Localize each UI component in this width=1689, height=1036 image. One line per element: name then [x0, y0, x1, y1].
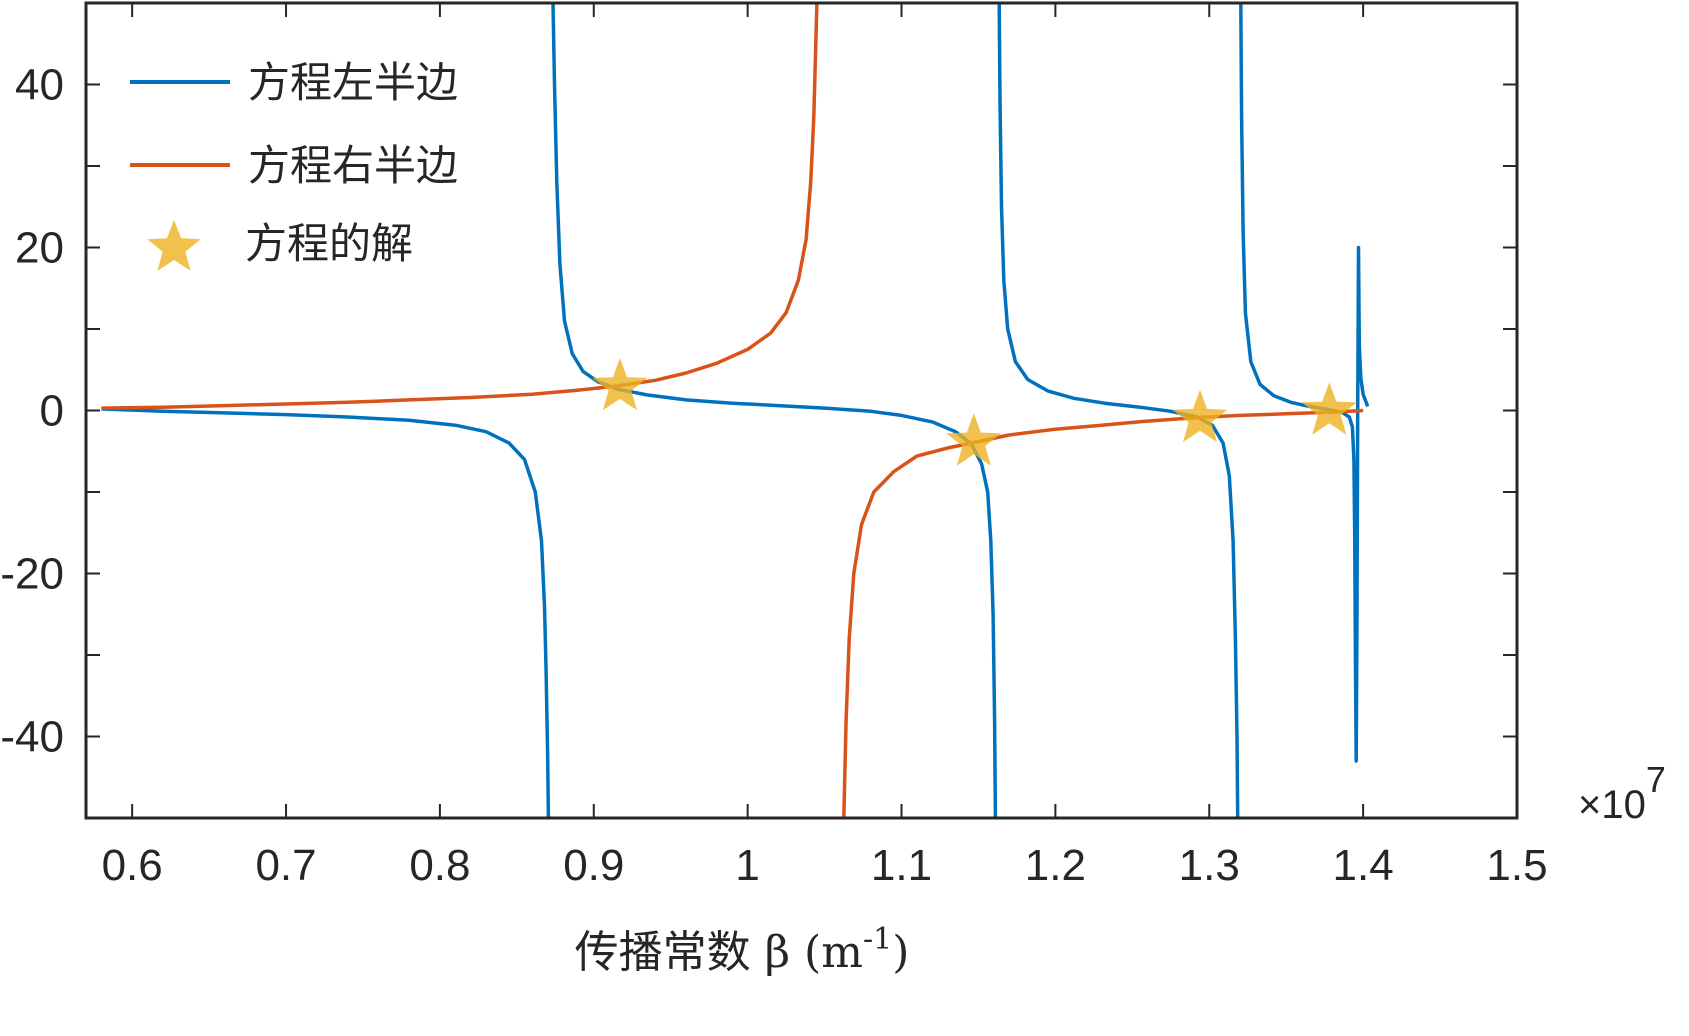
series-1-segment-0: [101, 3, 819, 410]
axis-tick-labels: 0.6 0.7 0.8 0.9 1 1.1 1.2 1.3 1.4 1.5 -40 -20 0 20 40: [0, 61, 1547, 891]
x-tick-label: 0.6: [102, 841, 163, 890]
series-0-segment-0: [101, 407, 551, 818]
x-tick-label: 0.9: [563, 841, 624, 890]
y-tick-label: -40: [0, 713, 64, 762]
x-tick-label: 1.2: [1025, 841, 1086, 890]
x-axis-title: 传播常数 β (m-1): [575, 922, 910, 978]
y-tick-label: -20: [0, 550, 64, 599]
x-tick-label: 1.5: [1486, 841, 1547, 890]
plot-area: [101, 3, 1370, 818]
solution-star-1: [946, 413, 1002, 466]
series-1-segment-1: [842, 408, 1364, 818]
x-exponent-label: ×107: [1578, 759, 1666, 827]
legend-label-left: 方程左半边: [248, 58, 458, 107]
series-0-segment-2: [997, 3, 1240, 818]
series-0-segment-1: [551, 3, 998, 818]
x-tick-label: 0.8: [409, 841, 470, 890]
x-tick-label: 1.4: [1333, 841, 1394, 890]
x-tick-label: 1: [735, 841, 759, 890]
legend-star-icon: [147, 220, 201, 271]
axis-ticks: [86, 2, 1518, 819]
legend-label-solutions: 方程的解: [245, 219, 413, 268]
y-tick-label: 0: [40, 387, 64, 436]
y-tick-label: 40: [15, 61, 64, 110]
x-tick-label: 0.7: [255, 841, 316, 890]
axes-box: [84, 1, 1519, 820]
solution-star-0: [592, 357, 648, 411]
x-tick-label: 1.3: [1179, 841, 1240, 890]
solution-star-2: [1172, 389, 1228, 443]
solution-star-3: [1301, 382, 1357, 435]
series-0-segment-3: [1239, 3, 1370, 763]
legend-label-right: 方程右半边: [248, 141, 458, 190]
y-tick-label: 20: [15, 224, 64, 273]
legend: 方程左半边 方程右半边 方程的解: [130, 58, 458, 271]
x-tick-label: 1.1: [871, 841, 932, 890]
